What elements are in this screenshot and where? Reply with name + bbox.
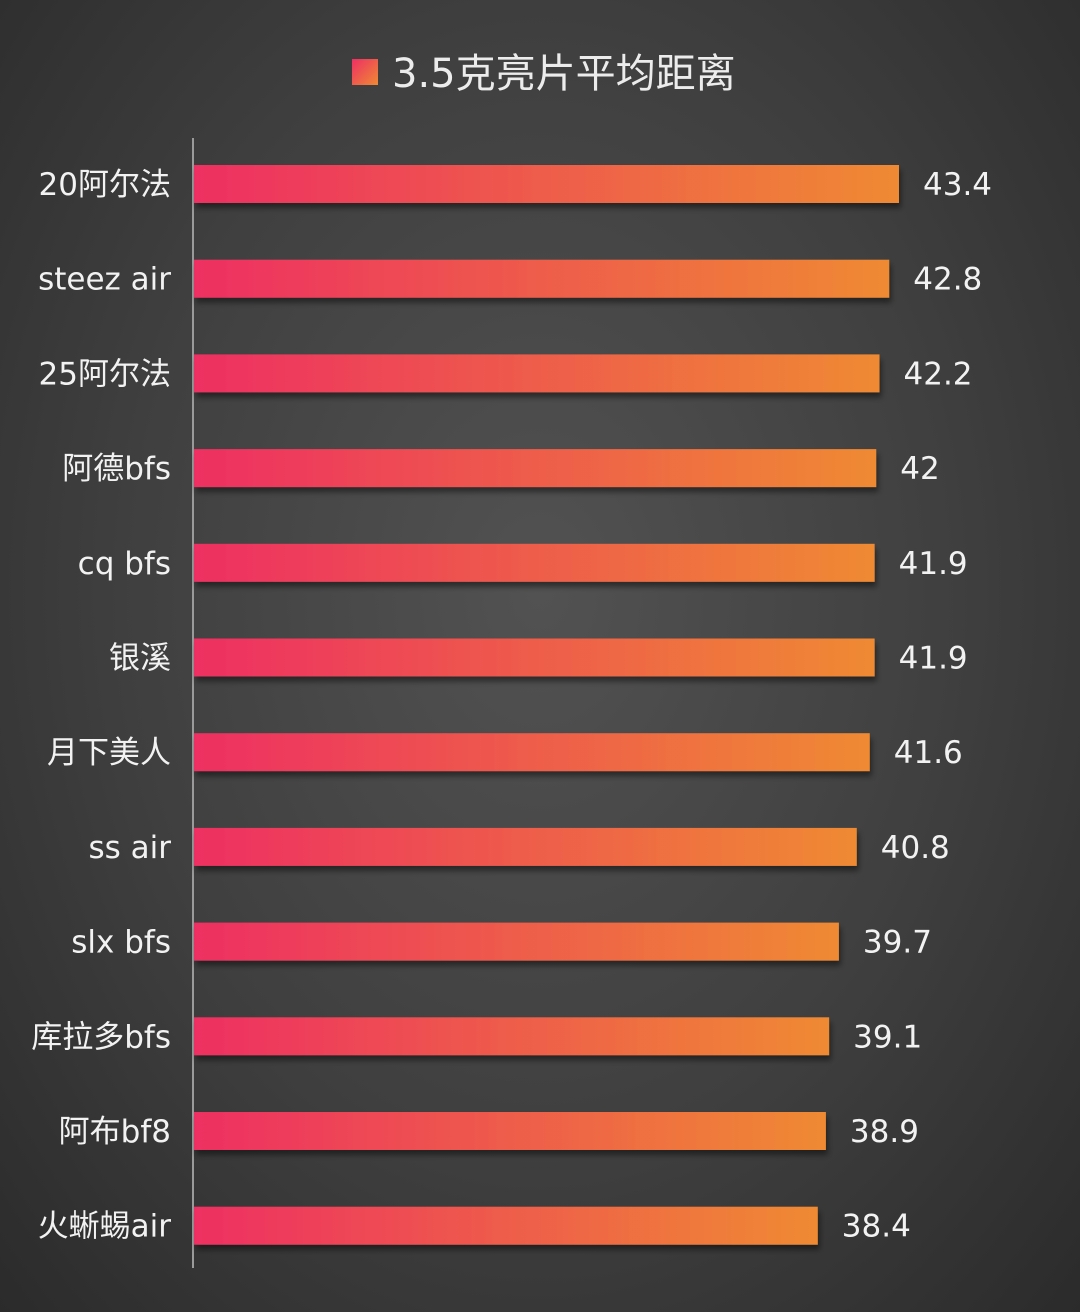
bar	[194, 543, 875, 582]
value-label: 41.9	[899, 546, 968, 582]
value-label: 41.9	[899, 641, 968, 677]
value-labels: 43.4 42.8 42.2 42 41.9 41.9 41.6 40.8 39.7 39.1 38…	[842, 167, 992, 1245]
category-label: cq bfs	[78, 546, 171, 582]
category-label: 阿布bf8	[59, 1114, 171, 1150]
category-label: steez air	[38, 262, 171, 298]
value-label: 39.1	[853, 1019, 922, 1055]
value-label: 42.2	[904, 356, 973, 392]
category-label: 阿德bfs	[62, 451, 171, 487]
legend-swatch	[352, 59, 378, 85]
value-label: 41.6	[894, 735, 963, 771]
bar	[194, 354, 880, 393]
bar	[194, 259, 890, 298]
bar	[194, 1017, 830, 1056]
legend-entry: 3.5克亮片平均距离	[392, 51, 736, 97]
value-label: 43.4	[923, 167, 992, 203]
category-label: 库拉多bfs	[31, 1019, 171, 1055]
category-label: ss air	[88, 830, 171, 866]
value-label: 39.7	[863, 925, 932, 961]
bar	[194, 638, 875, 677]
bar	[194, 922, 839, 961]
bar	[194, 733, 870, 772]
value-label: 38.4	[842, 1209, 911, 1245]
category-label: slx bfs	[71, 925, 171, 961]
category-label: 月下美人	[47, 735, 171, 771]
bars	[194, 165, 899, 1245]
value-label: 42.8	[913, 262, 982, 298]
bar	[194, 827, 857, 866]
bar	[194, 449, 877, 488]
value-label: 42	[900, 451, 939, 487]
category-label: 火蜥蜴air	[38, 1209, 172, 1245]
bar	[194, 165, 899, 203]
category-label: 25阿尔法	[39, 356, 171, 392]
bar	[194, 1206, 818, 1245]
value-label: 40.8	[881, 830, 950, 866]
value-label: 38.9	[850, 1114, 919, 1150]
category-label: 20阿尔法	[39, 167, 171, 203]
legend: 3.5克亮片平均距离	[352, 51, 736, 97]
category-label: 银溪	[109, 641, 171, 677]
bar	[194, 1112, 826, 1150]
